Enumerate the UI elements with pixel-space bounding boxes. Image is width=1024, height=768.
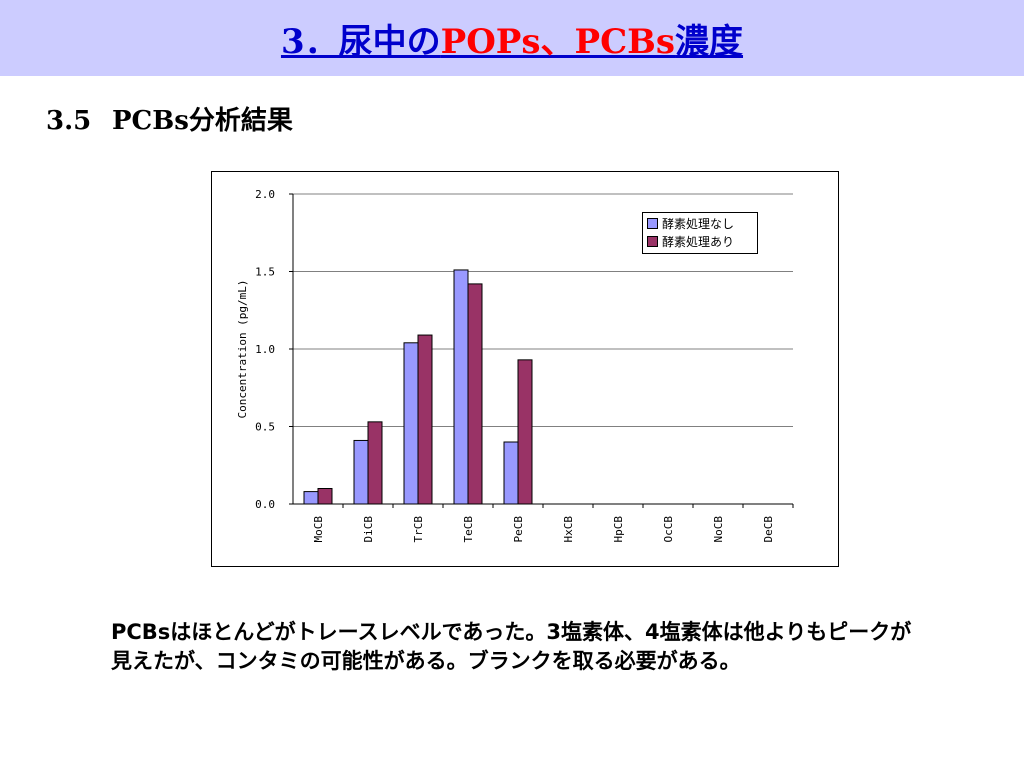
y-tick-label: 0.0	[255, 498, 275, 511]
bar-TeCB-series-1	[453, 269, 469, 505]
legend-item-series-2: 酵素処理あり	[647, 234, 734, 250]
legend-swatch-series-1	[647, 218, 658, 229]
x-tick-label: MoCB	[312, 516, 325, 543]
bar-TrCB-series-2	[417, 334, 433, 505]
bar-PeCB-series-1	[503, 441, 519, 505]
bar-MoCB-series-1	[303, 491, 319, 505]
x-tick-label: PeCB	[512, 516, 525, 543]
bar-TeCB-series-2	[467, 283, 483, 505]
bar-DiCB-series-1	[353, 439, 369, 505]
title-suffix: 濃度	[675, 22, 744, 62]
section-number: 3.5	[46, 106, 92, 136]
y-tick-label: 1.5	[255, 266, 275, 279]
x-tick-label: HxCB	[562, 516, 575, 543]
legend-swatch-series-2	[647, 236, 658, 247]
x-tick-label: HpCB	[612, 516, 625, 543]
x-tick-label: TeCB	[462, 516, 475, 543]
y-tick-label: 0.5	[255, 421, 275, 434]
title-prefix: 3．尿中の	[280, 22, 441, 62]
x-tick-label: OcCB	[662, 516, 675, 543]
section-title: PCBs分析結果	[112, 106, 293, 136]
bar-MoCB-series-2	[317, 488, 333, 505]
bar-PeCB-series-2	[517, 359, 533, 505]
section-heading: 3.5 PCBs分析結果	[46, 100, 293, 137]
body-text: PCBsはほとんどがトレースレベルであった。3塩素体、4塩素体は他よりもピークが…	[111, 620, 912, 673]
legend-item-series-1: 酵素処理なし	[647, 216, 734, 232]
title-red: POPs、PCBs	[440, 22, 676, 62]
title-bar	[0, 0, 1024, 76]
x-tick-label: TrCB	[412, 516, 425, 543]
legend-label-series-2: 酵素処理あり	[662, 235, 735, 249]
y-axis-label: Concentration (pg/mL)	[236, 279, 249, 418]
bar-DiCB-series-2	[367, 421, 383, 505]
y-tick-label: 1.0	[255, 343, 275, 356]
y-tick-label: 2.0	[255, 188, 275, 201]
legend-label-series-1: 酵素処理なし	[662, 217, 735, 231]
bar-chart: 0.0 0.5 1.0 1.5 2.0 Concentration (pg/mL) MoCB…	[236, 188, 794, 543]
x-tick-label: NoCB	[712, 516, 725, 543]
bar-TrCB-series-1	[403, 342, 419, 505]
x-tick-label: DeCB	[762, 516, 775, 543]
x-tick-label: DiCB	[362, 516, 375, 543]
slide-title: 3．尿中のPOPs、PCBs濃度	[0, 14, 1024, 63]
chart-legend: 酵素処理なし 酵素処理あり	[642, 212, 758, 254]
